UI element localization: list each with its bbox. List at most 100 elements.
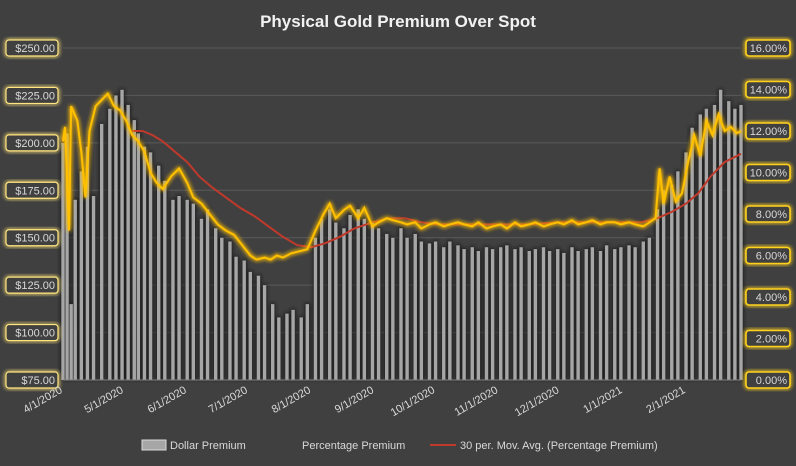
x-tick-label: 4/1/2020	[21, 384, 64, 416]
x-tick-label: 1/1/2021	[581, 384, 624, 416]
y-left-tick-box	[5, 39, 59, 57]
dollar-premium-bar	[148, 152, 153, 380]
dollar-premium-bar	[576, 250, 580, 380]
dollar-premium-bar	[733, 108, 737, 381]
dollar-premium-bar	[328, 209, 332, 380]
y-right-tick-label: 0.00%	[756, 375, 787, 387]
dollar-premium-bar	[704, 108, 709, 381]
dollar-premium-bar	[419, 241, 424, 380]
y-left-tick-box	[5, 229, 59, 247]
legend-swatch-dollar-premium	[141, 439, 167, 451]
dollar-premium-bar	[584, 249, 588, 380]
dollar-premium-bar	[214, 228, 218, 380]
dollar-premium-bar	[99, 123, 104, 380]
y-right-tick-label: 8.00%	[756, 209, 787, 221]
dollar-premium-bar	[242, 260, 246, 380]
dollar-premium-bar	[470, 247, 474, 380]
dollar-premium-bar	[739, 104, 743, 381]
legend-item-percentage-premium: Percentage Premium	[272, 440, 405, 452]
dollar-premium-bar	[619, 247, 623, 380]
dollar-premium-bar	[633, 247, 637, 380]
y-right-tick-box	[745, 329, 791, 348]
y-left-tick-box	[5, 86, 59, 105]
y-right-tick-label: 4.00%	[756, 292, 787, 304]
y-right-tick-box	[745, 163, 791, 182]
dollar-premium-bar	[262, 285, 267, 380]
x-tick-label: 9/1/2020	[333, 384, 376, 416]
y-axis-right: 0.00% 2.00% 4.00% 6.00% 8.00% 10.00% 12.00% 14.…	[745, 39, 791, 389]
x-tick-label: 11/1/2020	[453, 384, 501, 418]
dollar-premium-bar	[185, 199, 189, 380]
legend-label-dollar-premium: Dollar Premium	[170, 440, 246, 452]
dollar-premium-bar	[205, 209, 210, 380]
dollar-premium-bar	[462, 249, 466, 380]
dollar-premium-bar	[448, 241, 452, 380]
legend-label-percentage-premium: Percentage Premium	[302, 440, 405, 452]
y-left-tick-label: $125.00	[15, 280, 55, 292]
dollar-premium-bar	[598, 250, 603, 380]
dollar-premium-bar	[108, 108, 112, 381]
dollar-premium-bar	[91, 195, 96, 380]
dollar-premium-bar	[690, 127, 694, 381]
dollar-premium-bars	[61, 89, 743, 381]
dollar-premium-bar	[291, 309, 295, 380]
dollar-premium-bar	[299, 317, 303, 380]
dollar-premium-bar	[277, 317, 281, 380]
dollar-premium-bar	[433, 241, 438, 380]
y-right-tick-label: 10.00%	[750, 168, 788, 180]
dollar-premium-bar	[484, 247, 489, 380]
dollar-premium-bar	[519, 247, 523, 380]
dollar-premium-bar	[319, 218, 324, 380]
dollar-premium-bar	[490, 249, 495, 380]
y-right-tick-box	[745, 288, 791, 306]
y-left-tick-box	[5, 276, 59, 294]
y-right-tick-box	[745, 80, 791, 99]
moving-average-line	[132, 130, 742, 249]
dollar-premium-bar	[562, 252, 566, 380]
dollar-premium-bar	[385, 233, 389, 380]
y-right-tick-box	[745, 246, 791, 265]
dollar-premium-bar	[413, 233, 417, 380]
dollar-premium-bar	[199, 218, 204, 380]
dollar-premium-bar	[132, 120, 136, 380]
y-left-tick-box	[5, 323, 59, 342]
dollar-premium-bar	[177, 195, 181, 380]
y-axis-left: $75.00 $100.00 $125.00 $150.00 $175.00 $200.0…	[5, 39, 59, 389]
dollar-premium-bar	[647, 237, 652, 380]
dollar-premium-bar	[541, 247, 546, 380]
dollar-premium-bar	[79, 171, 84, 380]
y-right-tick-box	[745, 371, 791, 389]
dollar-premium-bar	[376, 228, 381, 380]
dollar-premium-bar	[285, 313, 289, 380]
y-left-tick-label: $200.00	[15, 138, 55, 150]
dollar-premium-bar	[334, 222, 338, 380]
legend-item-moving-average: 30 per. Mov. Avg. (Percentage Premium)	[430, 440, 658, 452]
x-tick-label: 2/1/2021	[644, 384, 687, 416]
dollar-premium-bar	[427, 243, 432, 380]
dollar-premium-bar	[65, 133, 69, 380]
y-right-tick-label: 6.00%	[756, 251, 787, 263]
dollar-premium-bar	[499, 247, 503, 380]
dollar-premium-bar	[670, 184, 674, 380]
y-left-tick-box	[5, 371, 59, 389]
dollar-premium-bar	[234, 256, 238, 380]
y-right-tick-label: 12.00%	[750, 126, 788, 138]
y-left-tick-label: $175.00	[15, 185, 55, 197]
dollar-premium-bar	[156, 165, 161, 380]
y-left-tick-box	[5, 181, 59, 199]
x-tick-label: 7/1/2020	[207, 384, 250, 416]
dollar-premium-bar	[61, 142, 65, 380]
dollar-premium-bar	[570, 247, 574, 380]
legend-label-moving-average: 30 per. Mov. Avg. (Percentage Premium)	[460, 440, 658, 452]
dollar-premium-bar	[73, 199, 77, 380]
dollar-premium-bar	[114, 95, 118, 380]
dollar-premium-bar	[85, 146, 90, 380]
dollar-premium-bar	[391, 237, 395, 380]
dollar-premium-bar	[590, 247, 595, 380]
x-tick-label: 5/1/2020	[82, 384, 125, 416]
dollar-premium-bar	[676, 171, 680, 380]
dollar-premium-bar	[556, 249, 560, 380]
dollar-premium-bar	[220, 237, 224, 380]
